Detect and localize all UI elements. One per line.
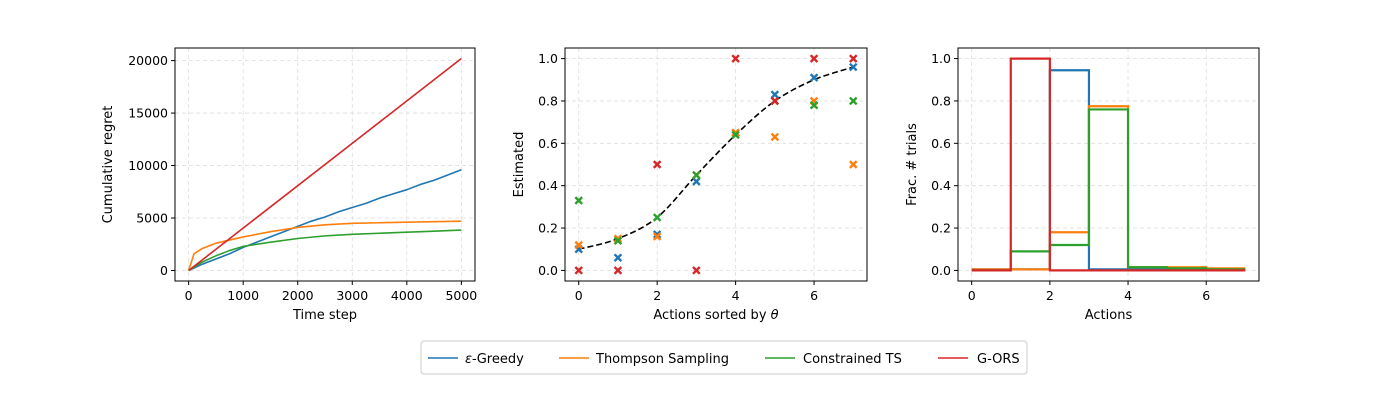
- legend-label-thompson-sampling: Thompson Sampling: [595, 352, 729, 367]
- scatter-marker-g-ors: [574, 266, 583, 275]
- x-tick-label: 4: [732, 288, 740, 303]
- legend-label-eps-greedy: ε-Greedy: [465, 352, 524, 367]
- panel-2: 0 2 4 6 0.0 0.2 0.4 0.6 0.8 1.0 Actions sorted by …: [512, 47, 868, 323]
- scatter-marker-eps-greedy: [613, 253, 623, 262]
- scatter-marker-constrained-ts: [574, 196, 583, 205]
- plot-area: [971, 57, 1246, 272]
- scatter-marker-eps-greedy: [652, 230, 662, 239]
- legend-label-constrained-ts: Constrained TS: [803, 352, 902, 367]
- x-tick-label: 6: [810, 288, 818, 303]
- scatter-marker-g-ors: [613, 266, 623, 275]
- scatter-marker-constrained-ts: [613, 236, 623, 246]
- axes-frame: [564, 47, 868, 282]
- scatter-marker-thompson: [770, 132, 780, 142]
- panel-3: 0 2 4 6 0.0 0.2 0.4 0.6 0.8 1.0 Actions Frac. # tri…: [905, 47, 1260, 323]
- x-tick-label: 4: [1124, 288, 1132, 303]
- y-tick-label: 1.0: [931, 51, 951, 66]
- series-line-constrained-ts: [188, 229, 462, 272]
- y-tick-label: 0.2: [931, 221, 951, 236]
- scatter-marker-constrained-ts: [652, 213, 662, 222]
- axes-frame: [174, 47, 476, 282]
- x-tick-label: 0: [185, 288, 193, 303]
- scatter-marker-eps-greedy: [849, 62, 858, 72]
- scatter-marker-g-ors: [770, 96, 780, 106]
- x-axis-label: Actions: [1085, 308, 1133, 323]
- scatter-marker-g-ors: [809, 54, 819, 63]
- x-tick-label: 1000: [227, 288, 259, 303]
- panel-1: 0 1000 2000 3000 4000 5000 0 5000 10000 15000 2000…: [101, 47, 477, 323]
- x-tick-label: 2: [1046, 288, 1054, 303]
- y-tick-label: 0.2: [538, 221, 558, 236]
- y-tick-label: 10000: [128, 158, 168, 173]
- scatter-marker-eps-greedy: [809, 73, 819, 82]
- scatter-marker-constrained-ts: [809, 100, 819, 110]
- scatter-marker-g-ors: [849, 54, 858, 63]
- x-tick-label: 4000: [391, 288, 423, 303]
- y-tick-label: 0.0: [931, 263, 951, 278]
- y-tick-label: 1.0: [538, 51, 558, 66]
- y-tick-label: 15000: [128, 106, 168, 121]
- plot-area: [187, 57, 462, 272]
- scatter-marker-constrained-ts: [692, 170, 701, 180]
- scatter-marker-g-ors: [652, 160, 662, 169]
- y-tick-label: 0: [160, 263, 168, 278]
- y-axis-label: Cumulative regret: [101, 106, 116, 224]
- scatter-marker-g-ors: [731, 54, 740, 63]
- scatter-marker-eps-greedy: [692, 177, 701, 186]
- x-tick-label: 2000: [282, 288, 314, 303]
- true-theta-curve: [578, 66, 854, 250]
- x-tick-label: 0: [968, 288, 976, 303]
- legend-frame: [420, 340, 1028, 375]
- series-line-thompson: [187, 220, 462, 271]
- y-tick-label: 0.8: [538, 93, 558, 108]
- scatter-marker-thompson: [652, 232, 662, 241]
- x-axis-label: Time step: [292, 308, 357, 323]
- scatter-marker-thompson: [574, 240, 583, 250]
- step-line-constrained-ts: [971, 108, 1246, 272]
- y-tick-label: 0.6: [538, 136, 558, 151]
- step-line-thompson: [971, 105, 1246, 271]
- scatter-marker-eps-greedy: [770, 90, 780, 99]
- y-tick-label: 0.4: [538, 178, 558, 193]
- x-tick-label: 5000: [445, 288, 477, 303]
- scatter-marker-g-ors: [692, 266, 701, 275]
- y-tick-label: 0.8: [931, 93, 951, 108]
- scatter-marker-thompson: [731, 128, 740, 137]
- step-line-g-ors: [971, 57, 1246, 272]
- scatter-marker-constrained-ts: [731, 130, 740, 140]
- legend-label-g-ors: G-ORS: [977, 352, 1020, 367]
- legend: ε-Greedy Thompson Sampling Constrained T…: [420, 340, 1028, 375]
- series-line-eps-greedy: [188, 169, 462, 272]
- scatter-marker-thompson: [849, 160, 858, 169]
- y-tick-label: 5000: [136, 211, 168, 226]
- x-tick-label: 3000: [336, 288, 368, 303]
- plot-area: [574, 54, 858, 275]
- axes-frame: [957, 47, 1260, 282]
- x-axis-label: Actions sorted by θ: [653, 308, 778, 323]
- y-tick-label: 20000: [128, 53, 168, 68]
- x-tick-label: 2: [653, 288, 661, 303]
- step-line-eps-greedy: [971, 69, 1246, 271]
- series-line-g-ors: [188, 57, 462, 272]
- y-axis-label: Frac. # trials: [905, 123, 920, 206]
- y-tick-label: 0.0: [538, 263, 558, 278]
- scatter-marker-thompson: [613, 234, 623, 243]
- x-tick-label: 6: [1202, 288, 1210, 303]
- y-axis-label: Estimated: [512, 132, 527, 198]
- x-tick-label: 0: [575, 288, 583, 303]
- scatter-marker-constrained-ts: [849, 96, 858, 106]
- y-tick-label: 0.4: [931, 178, 951, 193]
- y-tick-label: 0.6: [931, 136, 951, 151]
